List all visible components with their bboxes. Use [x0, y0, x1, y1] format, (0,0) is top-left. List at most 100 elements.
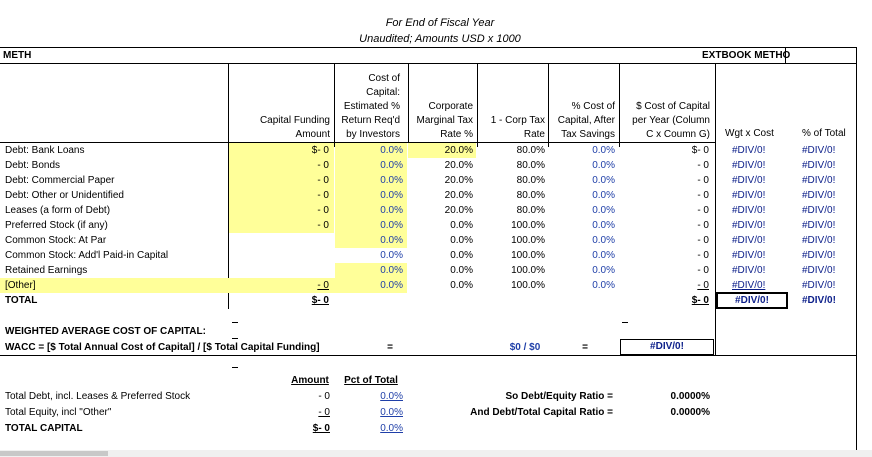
cell-ret[interactable]: 0.0% [380, 280, 403, 291]
total-amount[interactable]: $- 0 [311, 295, 329, 306]
cell-cost[interactable]: - 0 [697, 265, 709, 276]
cell-tax[interactable]: 20.0% [444, 160, 473, 171]
cell-amount[interactable]: - 0 [317, 175, 329, 186]
cell-label: Debt: Bonds [5, 160, 61, 171]
wacc-ratio[interactable]: $0 / $0 [509, 342, 541, 353]
cell-amount[interactable]: $- 0 [311, 145, 329, 156]
cell-wgt[interactable]: #DIV/0! [732, 265, 766, 276]
scrollbar-thumb[interactable] [0, 451, 108, 456]
cell-tax[interactable]: 20.0% [444, 145, 473, 156]
cell-one-minus[interactable]: 100.0% [511, 250, 545, 261]
summary-amount[interactable]: - 0 [318, 391, 330, 402]
total-wgt[interactable]: #DIV/0! [716, 292, 788, 309]
cell-one-minus[interactable]: 100.0% [511, 280, 545, 291]
summary-amount[interactable]: - 0 [318, 407, 330, 418]
header-cost-of-capital: Cost of Capital: Estimated % Return Req'd by… [341, 73, 400, 140]
cell-cost[interactable]: $- 0 [691, 145, 709, 156]
cell-ret[interactable]: 0.0% [380, 145, 403, 156]
wacc-result[interactable]: #DIV/0! [620, 339, 714, 355]
cell-wgt[interactable]: #DIV/0! [732, 205, 766, 216]
cell-cost[interactable]: - 0 [697, 175, 709, 186]
cell-wgt[interactable]: #DIV/0! [732, 190, 766, 201]
cell-tax[interactable]: 0.0% [450, 280, 473, 291]
cell-after[interactable]: 0.0% [592, 235, 615, 246]
cell-amount[interactable]: - 0 [317, 220, 329, 231]
cell-wgt[interactable]: #DIV/0! [732, 220, 766, 231]
summary-amount[interactable]: $- 0 [312, 423, 330, 434]
horizontal-scrollbar[interactable] [0, 450, 872, 457]
cell-amount[interactable] [229, 263, 329, 278]
cell-after[interactable]: 0.0% [592, 250, 615, 261]
cell-cost[interactable]: - 0 [697, 160, 709, 171]
cell-one-minus[interactable]: 80.0% [516, 145, 545, 156]
cell-wgt[interactable]: #DIV/0! [732, 145, 766, 156]
total-pct[interactable]: #DIV/0! [802, 295, 836, 306]
cell-amount[interactable]: - 0 [317, 280, 329, 291]
cell-pct[interactable]: #DIV/0! [802, 280, 836, 291]
summary-pct[interactable]: 0.0% [380, 423, 403, 434]
cell-pct[interactable]: #DIV/0! [802, 145, 836, 156]
summary-pct[interactable]: 0.0% [380, 391, 403, 402]
cell-one-minus[interactable]: 80.0% [516, 205, 545, 216]
cell-amount[interactable]: - 0 [317, 205, 329, 216]
cell-wgt[interactable]: #DIV/0! [732, 175, 766, 186]
cell-after[interactable]: 0.0% [592, 190, 615, 201]
cell-ret[interactable]: 0.0% [380, 190, 403, 201]
cell-wgt[interactable]: #DIV/0! [732, 235, 766, 246]
debt-total-value[interactable]: 0.0000% [670, 407, 710, 418]
cell-tax[interactable]: 0.0% [450, 250, 473, 261]
cell-tax[interactable]: 20.0% [444, 175, 473, 186]
cell-after[interactable]: 0.0% [592, 175, 615, 186]
wacc-equals-1: = [387, 342, 393, 353]
cell-cost[interactable]: - 0 [697, 190, 709, 201]
cell-ret[interactable]: 0.0% [380, 205, 403, 216]
cell-ret[interactable]: 0.0% [380, 175, 403, 186]
cell-one-minus[interactable]: 80.0% [516, 175, 545, 186]
cell-tax[interactable]: 20.0% [444, 190, 473, 201]
cell-after[interactable]: 0.0% [592, 280, 615, 291]
cell-one-minus[interactable]: 80.0% [516, 190, 545, 201]
cell-after[interactable]: 0.0% [592, 220, 615, 231]
cell-wgt[interactable]: #DIV/0! [732, 160, 766, 171]
debt-equity-value[interactable]: 0.0000% [670, 391, 710, 402]
cell-one-minus[interactable]: 100.0% [511, 235, 545, 246]
cell-one-minus[interactable]: 100.0% [511, 220, 545, 231]
cell-after[interactable]: 0.0% [592, 205, 615, 216]
cell-ret[interactable]: 0.0% [380, 235, 403, 246]
cell-wgt[interactable]: #DIV/0! [732, 280, 766, 291]
cell-cost[interactable]: - 0 [697, 250, 709, 261]
cell-pct[interactable]: #DIV/0! [802, 160, 836, 171]
cell-pct[interactable]: #DIV/0! [802, 250, 836, 261]
cell-cost[interactable]: - 0 [697, 280, 709, 291]
cell-tax[interactable]: 0.0% [450, 220, 473, 231]
cell-amount[interactable] [229, 248, 329, 263]
cell-wgt[interactable]: #DIV/0! [732, 250, 766, 261]
cell-tax[interactable]: 20.0% [444, 205, 473, 216]
cell-pct[interactable]: #DIV/0! [802, 205, 836, 216]
cell-cost[interactable]: - 0 [697, 235, 709, 246]
cell-one-minus[interactable]: 80.0% [516, 160, 545, 171]
cell-after[interactable]: 0.0% [592, 265, 615, 276]
summary-pct[interactable]: 0.0% [380, 407, 403, 418]
cell-cost[interactable]: - 0 [697, 205, 709, 216]
cell-pct[interactable]: #DIV/0! [802, 265, 836, 276]
cell-after[interactable]: 0.0% [592, 160, 615, 171]
cell-ret[interactable]: 0.0% [380, 220, 403, 231]
total-cost[interactable]: $- 0 [691, 295, 709, 306]
cell-pct[interactable]: #DIV/0! [802, 190, 836, 201]
cell-tax[interactable]: 0.0% [450, 265, 473, 276]
cell-after[interactable]: 0.0% [592, 145, 615, 156]
cell-ret[interactable]: 0.0% [380, 250, 403, 261]
cell-pct[interactable]: #DIV/0! [802, 220, 836, 231]
cell-ret[interactable]: 0.0% [380, 160, 403, 171]
cell-pct[interactable]: #DIV/0! [802, 175, 836, 186]
cell-amount[interactable] [229, 233, 329, 248]
cell-one-minus[interactable]: 100.0% [511, 265, 545, 276]
cell-amount[interactable]: - 0 [317, 190, 329, 201]
cell-amount[interactable]: - 0 [317, 160, 329, 171]
cell-ret[interactable]: 0.0% [380, 265, 403, 276]
cell-cost[interactable]: - 0 [697, 220, 709, 231]
col-rule-g [715, 63, 716, 355]
cell-pct[interactable]: #DIV/0! [802, 235, 836, 246]
cell-tax[interactable]: 0.0% [450, 235, 473, 246]
